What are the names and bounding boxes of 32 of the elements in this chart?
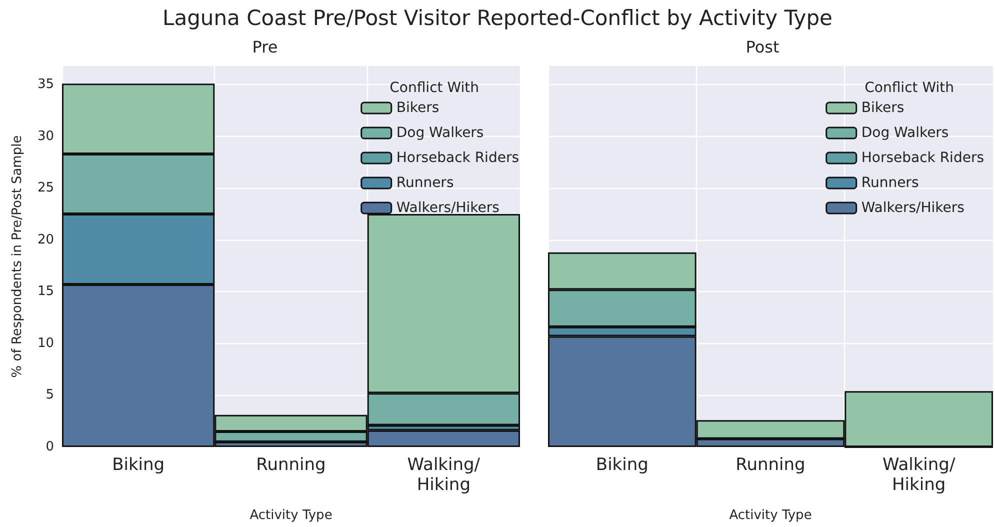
legend-label: Walkers/Hikers xyxy=(396,200,500,216)
legend-label: Dog Walkers xyxy=(396,125,484,141)
y-tick-label: 10 xyxy=(37,336,54,351)
legend-label: Horseback Riders xyxy=(861,150,984,166)
legend-title: Conflict With xyxy=(864,80,954,96)
legend-label: Bikers xyxy=(861,100,904,116)
x-tick-label: Running xyxy=(736,455,806,475)
x-axis-title: Activity Type xyxy=(729,508,812,523)
chart-title: Laguna Coast Pre/Post Visitor Reported-Conflict by Activity Type xyxy=(162,6,834,30)
y-tick-label: 15 xyxy=(37,284,54,300)
x-axis-title: Activity Type xyxy=(250,508,332,523)
legend-label: Runners xyxy=(396,175,454,191)
x-tick-label: Biking xyxy=(596,455,648,475)
legend-label: Runners xyxy=(861,175,919,191)
y-axis-title: % of Respondents in Pre/Post Sample xyxy=(10,135,25,378)
legend-label: Walkers/Hikers xyxy=(861,200,964,216)
y-tick-label: 30 xyxy=(37,128,54,144)
chart-subtitle: Pre xyxy=(252,38,278,56)
x-tick-label: Walking/ Hiking xyxy=(882,455,956,495)
x-tick-label: Biking xyxy=(112,455,165,475)
x-tick-label: Running xyxy=(256,455,326,475)
x-tick-label: Walking/ Hiking xyxy=(407,455,480,495)
legend-label: Horseback Riders xyxy=(396,150,520,166)
y-tick-label: 5 xyxy=(46,388,54,403)
y-tick-label: 35 xyxy=(37,77,54,92)
y-tick-label: 0 xyxy=(46,440,54,454)
y-tick-label: 25 xyxy=(37,180,54,196)
legend-label: Bikers xyxy=(396,100,440,116)
legend-title: Conflict With xyxy=(390,80,480,96)
chart-subtitle: Post xyxy=(746,38,780,56)
y-tick-label: 20 xyxy=(37,232,54,248)
legend-label: Dog Walkers xyxy=(861,125,949,141)
